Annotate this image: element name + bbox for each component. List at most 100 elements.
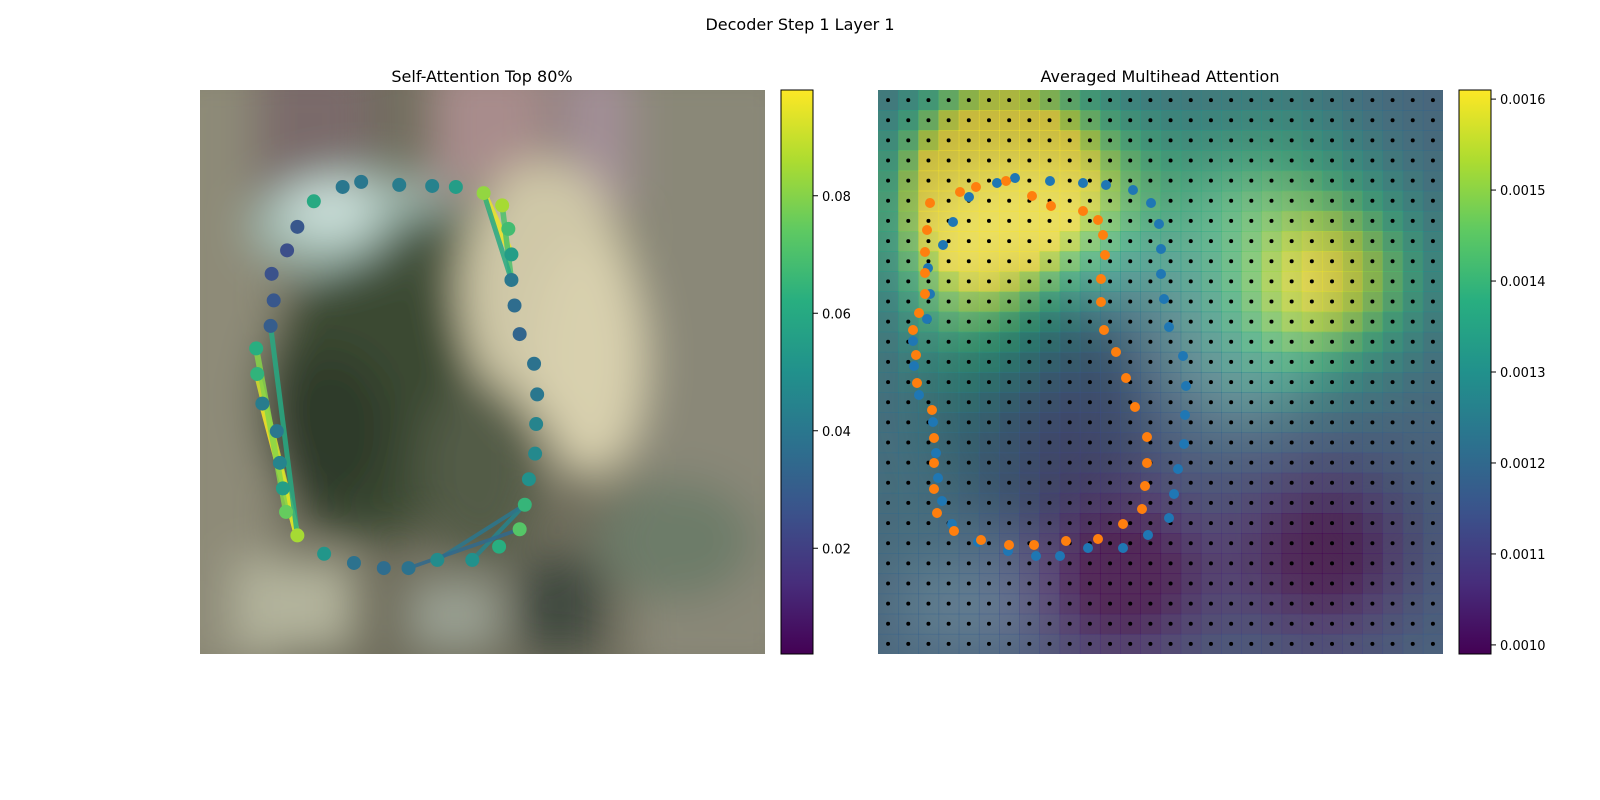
grid-point: [1087, 339, 1092, 344]
grid-point: [1269, 440, 1274, 445]
grid-point: [1249, 218, 1254, 223]
grid-point: [1249, 440, 1254, 445]
grid-point: [926, 641, 931, 646]
contour-vertex: [465, 552, 480, 567]
grid-point: [1289, 521, 1294, 526]
grid-point: [1027, 480, 1032, 485]
grid-point: [966, 279, 971, 284]
grid-point: [1007, 380, 1012, 385]
grid-point: [1168, 178, 1173, 183]
grid-point: [1249, 178, 1254, 183]
grid-point: [1309, 138, 1314, 143]
ground-truth-contour: [908, 176, 1152, 550]
grid-point: [1410, 319, 1415, 324]
grid-point: [1128, 359, 1133, 364]
contour-vertex: [275, 481, 290, 496]
grid-point: [1168, 420, 1173, 425]
grid-point: [1370, 601, 1375, 606]
grid-point: [1208, 158, 1213, 163]
grid-point: [1047, 400, 1052, 405]
predicted-vertex: [933, 473, 943, 483]
grid-point: [906, 158, 911, 163]
colorbar-tick-label: 0.02: [822, 542, 851, 557]
grid-point: [1330, 138, 1335, 143]
grid-point: [1087, 500, 1092, 505]
grid-point: [1027, 561, 1032, 566]
grid-point: [1269, 480, 1274, 485]
grid-point: [1067, 561, 1072, 566]
grid-point: [926, 279, 931, 284]
grid-point: [1087, 198, 1092, 203]
contour-vertex: [527, 356, 542, 371]
grid-point: [1047, 460, 1052, 465]
grid-point: [966, 621, 971, 626]
grid-point: [1430, 480, 1435, 485]
grid-point: [1350, 581, 1355, 586]
grid-point: [1148, 420, 1153, 425]
grid-point: [1027, 400, 1032, 405]
predicted-vertex: [1159, 294, 1169, 304]
grid-point: [966, 138, 971, 143]
grid-point: [1350, 420, 1355, 425]
grid-point: [1128, 460, 1133, 465]
grid-point: [966, 380, 971, 385]
grid-point: [1229, 158, 1234, 163]
grid-point: [1229, 541, 1234, 546]
grid-point: [1229, 440, 1234, 445]
grid-point: [1067, 420, 1072, 425]
grid-point: [1269, 400, 1274, 405]
contour-vertex: [264, 266, 279, 281]
colorbar-tick-label: 0.0011: [1500, 548, 1546, 563]
grid-point: [1168, 581, 1173, 586]
grid-point: [1269, 259, 1274, 264]
grid-point: [1188, 601, 1193, 606]
grid-point: [1108, 460, 1113, 465]
self-attention-title: Self-Attention Top 80%: [391, 67, 572, 86]
grid-point: [946, 400, 951, 405]
grid-point: [1229, 279, 1234, 284]
grid-point: [1269, 198, 1274, 203]
grid-point: [1188, 299, 1193, 304]
grid-point: [1269, 118, 1274, 123]
grid-point: [1148, 319, 1153, 324]
grid-point: [886, 279, 891, 284]
grid-point: [1007, 521, 1012, 526]
grid-point: [1027, 118, 1032, 123]
predicted-vertex: [1179, 439, 1189, 449]
grid-point: [1249, 460, 1254, 465]
grid-point: [1148, 98, 1153, 103]
grid-point: [966, 601, 971, 606]
grid-point: [1430, 400, 1435, 405]
grid-point: [926, 299, 931, 304]
grid-point: [1390, 601, 1395, 606]
grid-point: [1047, 339, 1052, 344]
grid-point: [1067, 319, 1072, 324]
grid-point: [1430, 259, 1435, 264]
contour-vertex: [530, 387, 545, 402]
contour-vertex: [507, 298, 522, 313]
multihead-attention-title: Averaged Multihead Attention: [1041, 67, 1280, 86]
ground-truth-vertex: [929, 484, 939, 494]
grid-point: [1087, 218, 1092, 223]
contour-vertex: [290, 219, 305, 234]
grid-point: [1350, 138, 1355, 143]
grid-point: [1148, 239, 1153, 244]
predicted-vertex: [964, 192, 974, 202]
grid-point: [1350, 299, 1355, 304]
grid-point: [1087, 561, 1092, 566]
ground-truth-vertex: [914, 308, 924, 318]
self-attention-colorbar: 0.02 0.04 0.06 0.08: [780, 89, 851, 655]
grid-point: [1208, 621, 1213, 626]
grid-point: [1289, 601, 1294, 606]
grid-point: [946, 118, 951, 123]
grid-point: [1430, 440, 1435, 445]
contour-vertex: [425, 178, 440, 193]
contour-vertex: [529, 417, 544, 432]
grid-point: [1350, 440, 1355, 445]
grid-point: [1208, 500, 1213, 505]
ground-truth-vertex: [920, 268, 930, 278]
grid-point: [1289, 541, 1294, 546]
grid-point: [1047, 218, 1052, 223]
grid-point: [1390, 279, 1395, 284]
grid-point: [1108, 118, 1113, 123]
